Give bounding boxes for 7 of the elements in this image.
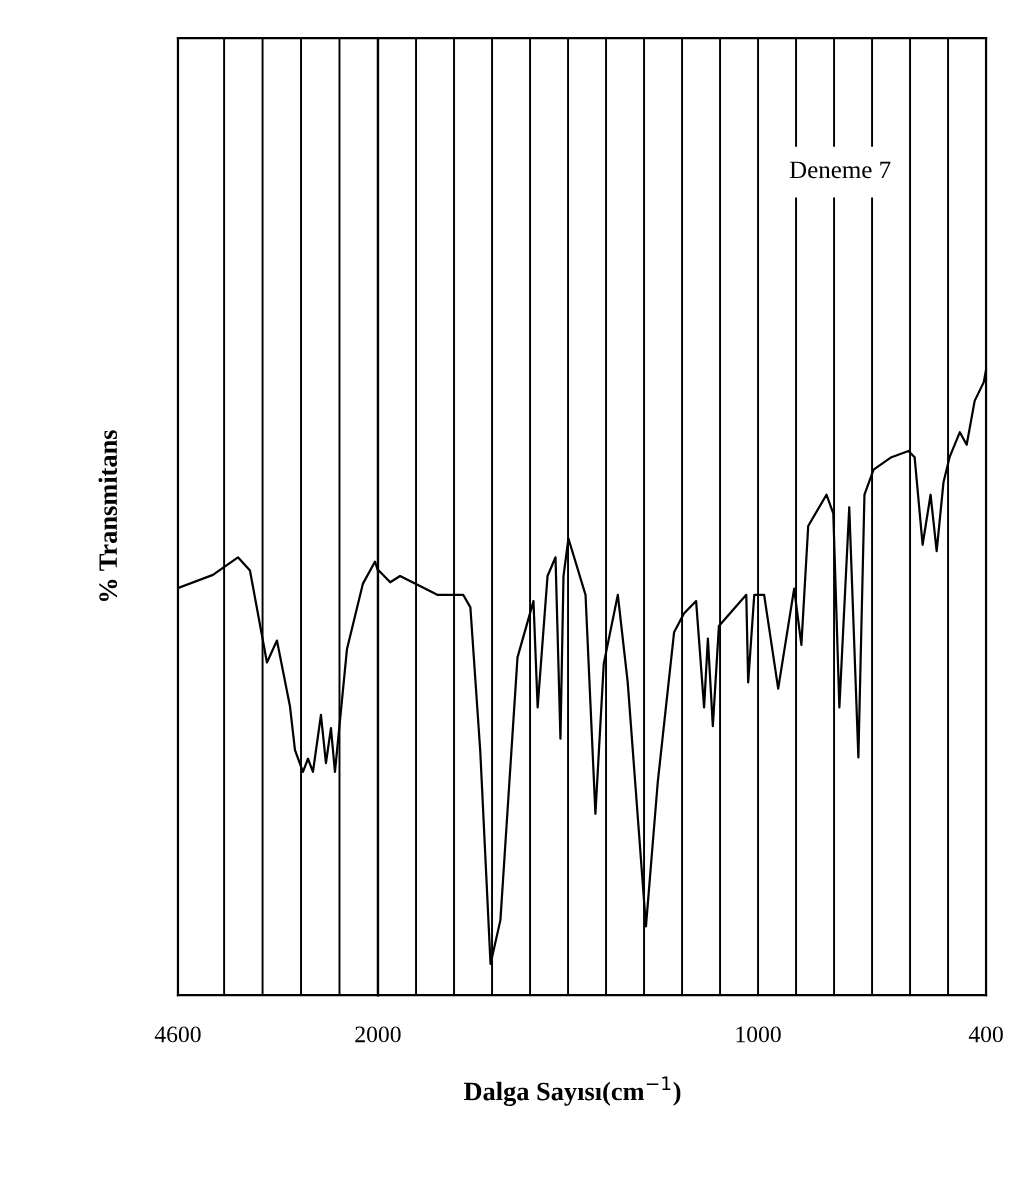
text: Deneme 7 <box>789 161 891 179</box>
x-tick-label: 1000 <box>736 1026 781 1043</box>
x-tick-label: 4600 <box>154 1026 201 1043</box>
y-axis-title: % Transmitans <box>98 430 118 602</box>
x-axis-title: Dalga Sayısı(cm$^{−1}$) <box>463 1076 681 1106</box>
x-tick-label: 400 <box>968 1026 1003 1043</box>
x-tick-label: 2000 <box>355 1026 401 1043</box>
